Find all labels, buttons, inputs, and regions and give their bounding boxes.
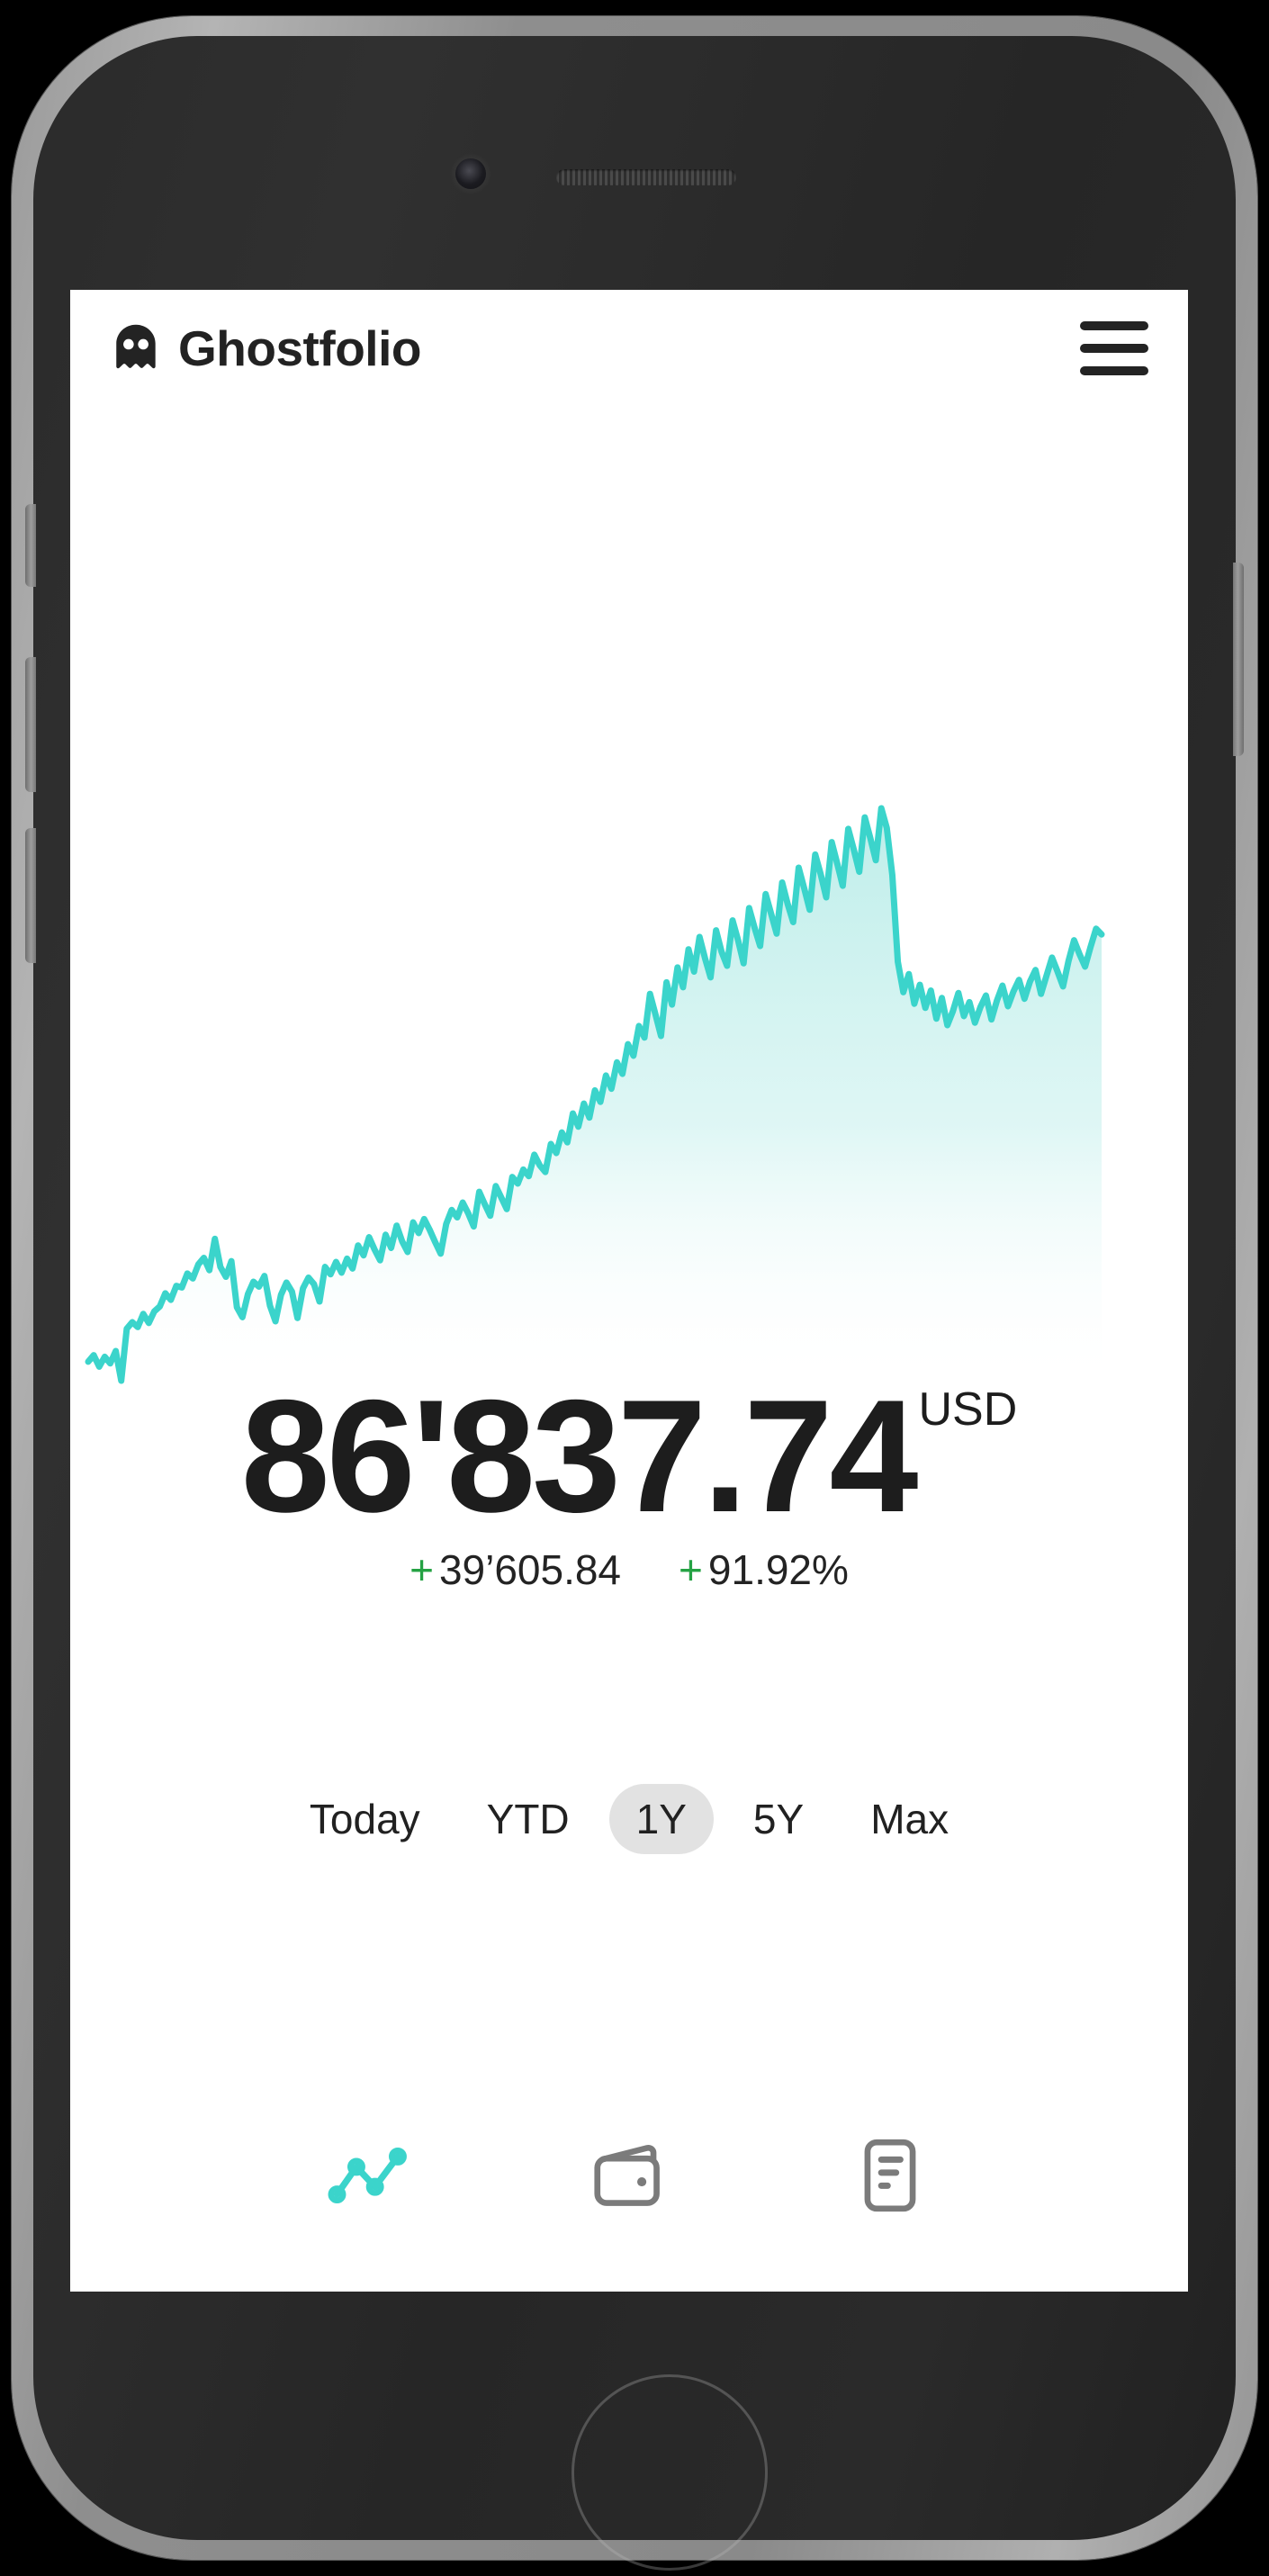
document-icon — [864, 2139, 916, 2212]
time-range-today[interactable]: Today — [283, 1784, 447, 1854]
portfolio-value-chart[interactable] — [70, 794, 1188, 1388]
percent-change-sign: + — [679, 1546, 703, 1594]
wallet-icon — [594, 2144, 660, 2206]
portfolio-value-amount: 86'837.74 — [240, 1366, 919, 1545]
menu-bar-1 — [1080, 321, 1148, 330]
time-range-5y[interactable]: 5Y — [726, 1784, 831, 1854]
nav-item-analytics[interactable] — [323, 2130, 413, 2220]
bottom-navigation — [70, 2085, 1188, 2292]
portfolio-value-block: 86'837.74 USD +39’605.84 +91.92% — [70, 1366, 1188, 1594]
time-range-1y[interactable]: 1Y — [608, 1784, 714, 1854]
menu-bar-2 — [1080, 344, 1148, 353]
app-header: Ghostfolio — [70, 290, 1188, 407]
portfolio-value: 86'837.74 USD — [240, 1366, 1018, 1545]
phone-screen: Ghostfolio — [70, 290, 1188, 2292]
absolute-change: +39’605.84 — [410, 1545, 621, 1594]
chart-line — [85, 805, 1105, 1384]
menu-bar-3 — [1080, 366, 1148, 375]
brand-name: Ghostfolio — [178, 320, 421, 376]
hamburger-menu-icon[interactable] — [1069, 316, 1148, 381]
earpiece-speaker — [556, 169, 736, 185]
front-camera-icon — [455, 158, 486, 189]
percent-change-value: 91.92% — [707, 1546, 849, 1594]
analytics-icon — [328, 2147, 407, 2204]
absolute-change-sign: + — [410, 1546, 434, 1594]
nav-item-portfolio[interactable] — [584, 2130, 674, 2220]
power-button[interactable] — [1233, 563, 1244, 756]
time-range-max[interactable]: Max — [843, 1784, 976, 1854]
silent-switch-button[interactable] — [25, 504, 36, 587]
home-button[interactable] — [572, 2374, 768, 2571]
performance-row: +39’605.84 +91.92% — [70, 1545, 1188, 1594]
volume-down-button[interactable] — [25, 828, 36, 963]
nav-item-summary[interactable] — [845, 2130, 935, 2220]
phone-frame: Ghostfolio — [12, 16, 1257, 2571]
time-range-selector[interactable]: Today YTD 1Y 5Y Max — [70, 1784, 1188, 1854]
chart-svg — [85, 805, 1105, 1388]
volume-up-button[interactable] — [25, 657, 36, 792]
time-range-ytd[interactable]: YTD — [460, 1784, 597, 1854]
ghost-icon — [116, 324, 156, 369]
percent-change: +91.92% — [679, 1545, 849, 1594]
portfolio-value-currency: USD — [918, 1383, 1018, 1436]
brand-logo[interactable]: Ghostfolio — [110, 322, 421, 374]
absolute-change-value: 39’605.84 — [438, 1546, 622, 1594]
